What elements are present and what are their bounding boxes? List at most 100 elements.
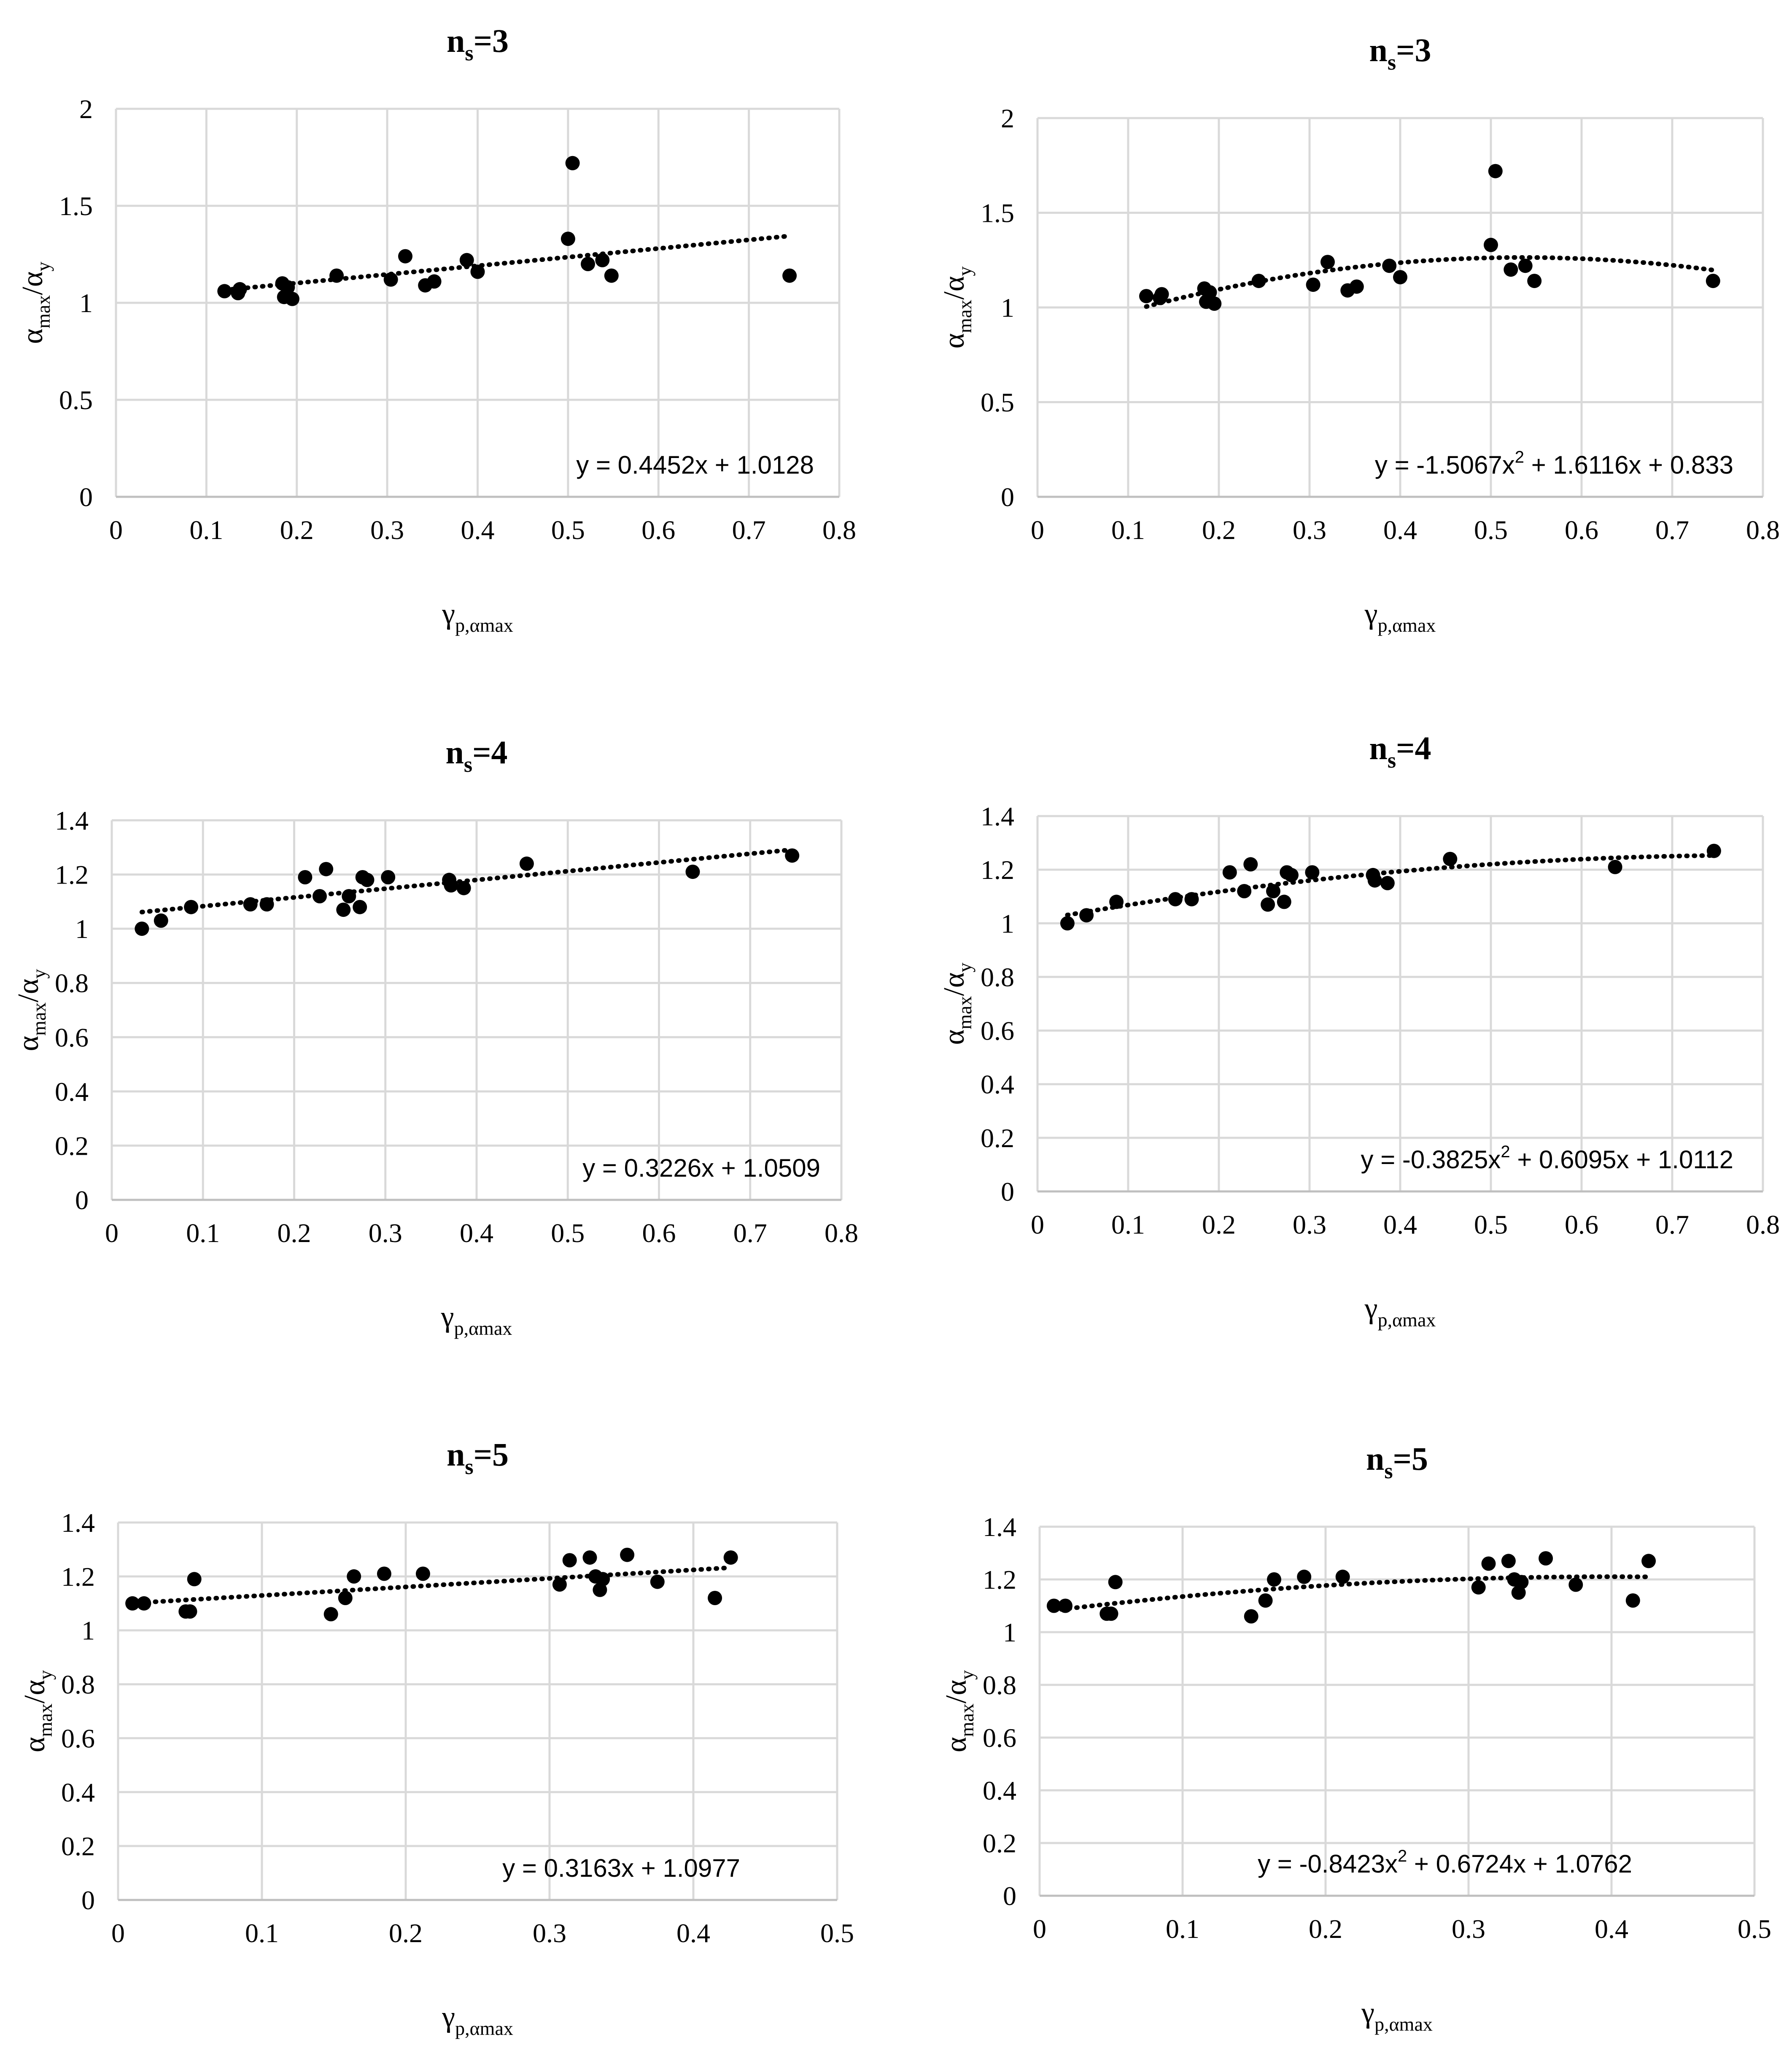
xlabel-subscript: p,αmax xyxy=(1374,2013,1433,2035)
x-tick-label: 0.2 xyxy=(1202,1210,1236,1240)
ylabel-alpha-2: α xyxy=(938,972,970,988)
y-axis-label: αmax/αy xyxy=(940,1670,978,1752)
title-subscript: s xyxy=(1388,749,1396,773)
data-point xyxy=(1207,296,1222,311)
y-tick-label: 1 xyxy=(1001,293,1014,323)
ylabel-subscript-y: y xyxy=(35,1670,56,1680)
data-point xyxy=(561,232,575,246)
x-tick-label: 0.7 xyxy=(1655,515,1689,545)
equation-rest: + 0.6095x + 1.0112 xyxy=(1510,1145,1733,1174)
x-tick-label: 0.4 xyxy=(1595,1914,1628,1944)
ylabel-slash: / xyxy=(940,1695,973,1703)
data-point xyxy=(785,848,800,863)
y-tick-label: 1 xyxy=(1003,1617,1016,1647)
ylabel-subscript-max: max xyxy=(35,1703,56,1737)
data-point xyxy=(1154,287,1169,302)
data-point xyxy=(137,1596,151,1611)
data-point xyxy=(1237,884,1252,898)
data-point xyxy=(1266,884,1280,898)
title-base: n xyxy=(447,22,465,59)
y-tick-label: 0.2 xyxy=(55,1131,89,1161)
data-point xyxy=(1471,1580,1486,1595)
data-point xyxy=(336,903,351,917)
ylabel-subscript-max: max xyxy=(954,300,975,333)
ylabel-subscript-y: y xyxy=(28,969,50,978)
data-point xyxy=(1104,1606,1118,1621)
data-point xyxy=(1046,1598,1061,1613)
x-tick-label: 0.8 xyxy=(825,1218,858,1248)
x-tick-label: 0.5 xyxy=(551,515,585,545)
data-point xyxy=(1501,1554,1516,1568)
x-axis-label: γp,αmax xyxy=(442,2001,513,2039)
xlabel-base: γ xyxy=(1364,1292,1378,1325)
y-tick-label: 0.5 xyxy=(981,388,1014,418)
x-tick-label: 0 xyxy=(1033,1914,1046,1944)
data-point xyxy=(650,1574,665,1589)
data-point xyxy=(1335,1569,1350,1584)
data-point xyxy=(1261,897,1275,912)
title-rest: =3 xyxy=(474,22,509,59)
data-point xyxy=(1258,1593,1273,1608)
data-point xyxy=(1443,852,1458,866)
title-base: n xyxy=(1369,32,1387,68)
x-tick-label: 0.6 xyxy=(642,1218,676,1248)
x-tick-label: 0.7 xyxy=(733,1218,767,1248)
ylabel-alpha-2: α xyxy=(938,276,970,291)
data-point xyxy=(323,1607,338,1622)
data-point xyxy=(723,1550,738,1565)
x-tick-label: 0.2 xyxy=(389,1918,423,1948)
ylabel-slash: / xyxy=(19,1695,51,1703)
x-tick-label: 0.5 xyxy=(1474,515,1508,545)
data-point xyxy=(342,889,356,903)
data-point xyxy=(1488,164,1503,178)
x-tick-label: 0 xyxy=(1031,515,1044,545)
y-tick-label: 0 xyxy=(79,482,93,512)
data-point xyxy=(217,284,232,299)
data-point xyxy=(582,1550,597,1565)
y-tick-label: 0 xyxy=(1001,1177,1014,1207)
trendline xyxy=(130,1565,732,1606)
ylabel-subscript-max: max xyxy=(954,996,975,1029)
x-tick-label: 0.3 xyxy=(1293,1210,1326,1240)
x-tick-label: 0.6 xyxy=(1565,1210,1598,1240)
x-tick-label: 0.7 xyxy=(732,515,766,545)
title-subscript: s xyxy=(1388,51,1396,75)
y-tick-label: 1.2 xyxy=(61,1562,95,1592)
chart-title: ns=5 xyxy=(447,1436,509,1479)
data-point xyxy=(353,900,367,914)
ylabel-subscript-y: y xyxy=(956,1670,978,1680)
chart-panel-3: 0 0.1 0.2 0.3 0.4 0.5 0.6 0.7 0.8 0 0.2 0.4 0.6 0.8 1 1… xyxy=(12,734,858,1339)
data-point xyxy=(444,878,458,893)
x-tick-label: 0.1 xyxy=(1111,1210,1145,1240)
y-tick-label: 0.8 xyxy=(61,1670,95,1700)
data-point xyxy=(1625,1593,1640,1608)
x-tick-label: 0.8 xyxy=(1746,515,1780,545)
x-tick-label: 0.2 xyxy=(1202,515,1236,545)
data-point xyxy=(456,881,471,895)
title-rest: =3 xyxy=(1396,32,1431,68)
equation-main: y = -0.8423x xyxy=(1258,1850,1398,1878)
x-tick-label: 0.6 xyxy=(1565,515,1598,545)
y-axis-label: αmax/αy xyxy=(19,1670,56,1752)
y-tick-label: 0.4 xyxy=(55,1077,89,1107)
data-point xyxy=(1202,285,1217,300)
x-tick-label: 0 xyxy=(111,1918,125,1948)
data-point xyxy=(1382,259,1397,273)
title-subscript: s xyxy=(465,41,473,65)
ylabel-alpha-2: α xyxy=(12,978,45,994)
ylabel-alpha-2: α xyxy=(16,271,49,287)
data-point xyxy=(552,1577,567,1592)
y-tick-label: 0 xyxy=(1001,482,1014,512)
x-tick-label: 0.8 xyxy=(822,515,856,545)
ylabel-subscript-max: max xyxy=(956,1703,978,1737)
x-tick-label: 0.3 xyxy=(370,515,404,545)
title-base: n xyxy=(1369,730,1387,766)
y-tick-label: 0.5 xyxy=(59,385,93,415)
title-base: n xyxy=(445,734,463,771)
x-tick-label: 0.2 xyxy=(280,515,314,545)
data-point xyxy=(1504,262,1518,277)
y-tick-label: 0.6 xyxy=(981,1016,1014,1046)
data-point xyxy=(280,280,295,295)
y-tick-label: 1.5 xyxy=(981,198,1014,228)
data-point xyxy=(347,1569,361,1584)
